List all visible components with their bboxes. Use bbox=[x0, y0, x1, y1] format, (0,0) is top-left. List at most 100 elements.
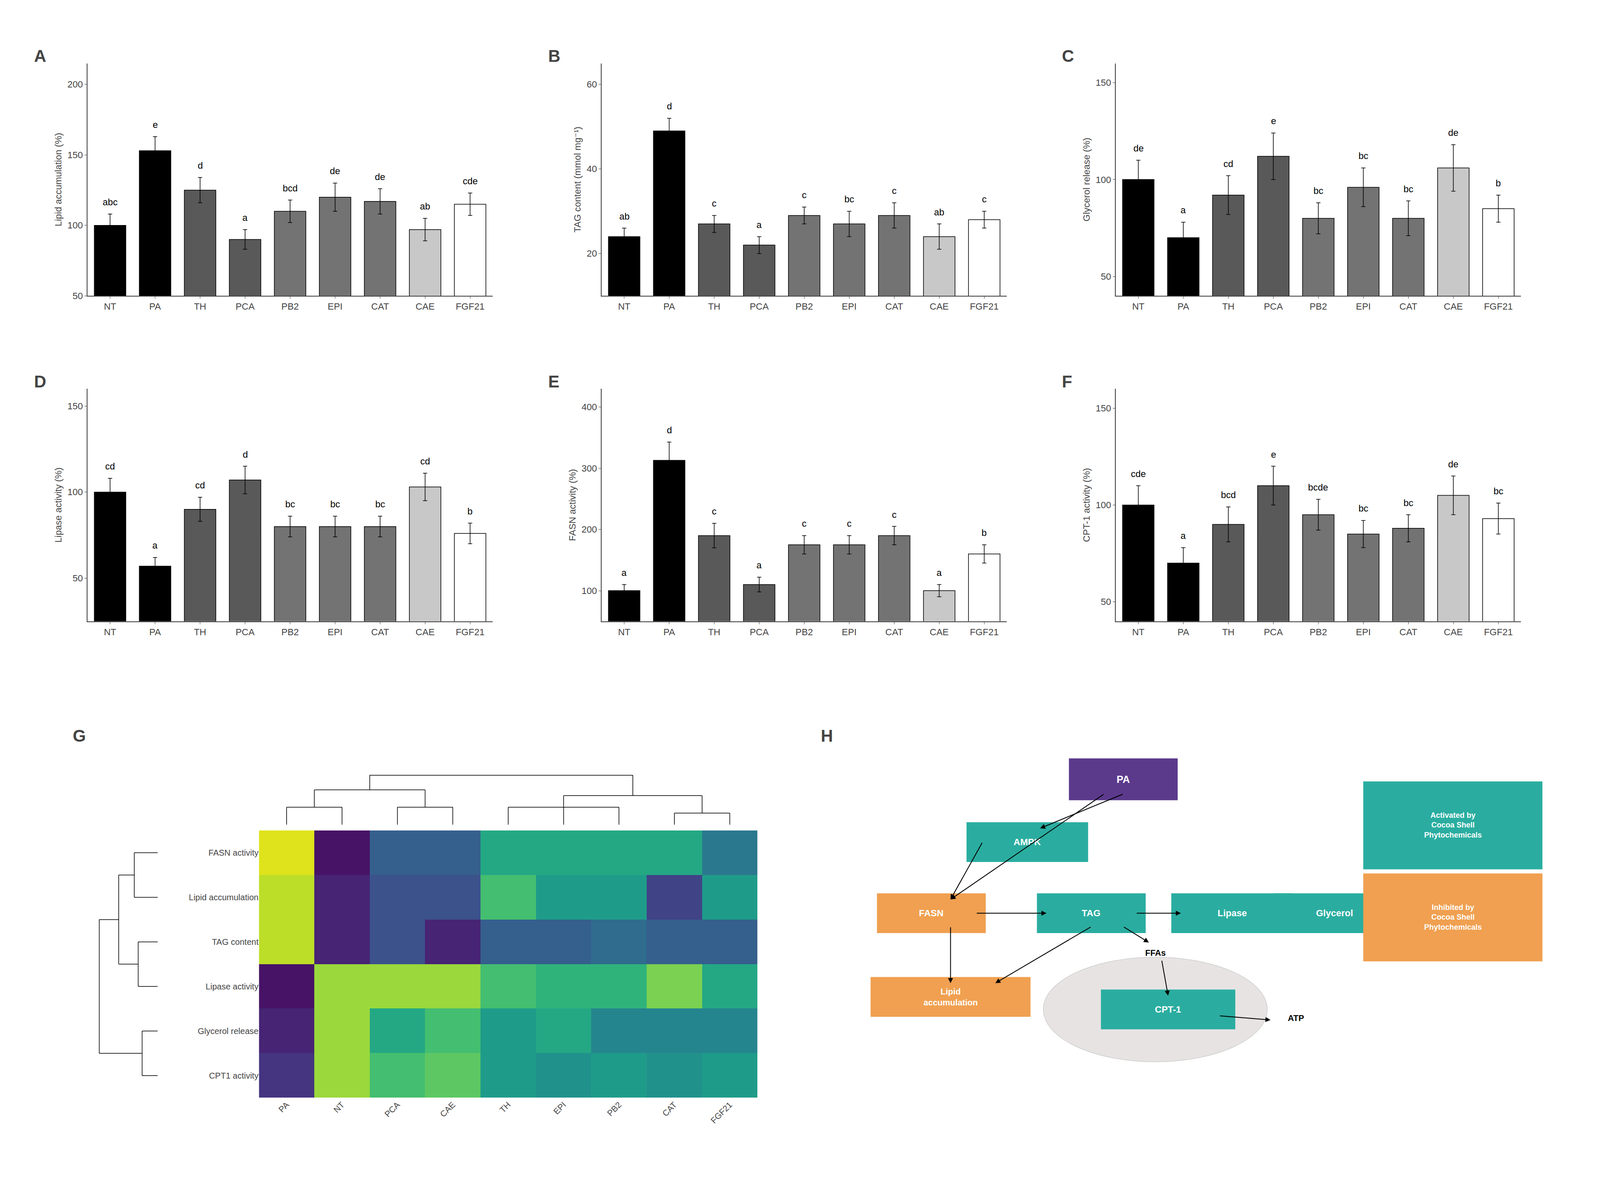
svg-text:PA: PA bbox=[276, 1099, 292, 1115]
svg-text:CPT1 activity: CPT1 activity bbox=[209, 1071, 259, 1081]
svg-text:c: c bbox=[711, 198, 717, 209]
svg-text:100: 100 bbox=[581, 585, 598, 597]
svg-text:bcd: bcd bbox=[1220, 489, 1236, 501]
svg-text:CAT: CAT bbox=[371, 301, 389, 312]
svg-text:PA: PA bbox=[149, 626, 162, 638]
svg-text:50: 50 bbox=[1100, 596, 1111, 608]
svg-text:D: D bbox=[34, 372, 47, 391]
svg-text:bc: bc bbox=[844, 193, 855, 205]
svg-text:EPI: EPI bbox=[841, 626, 857, 638]
svg-text:PA: PA bbox=[1177, 301, 1190, 312]
svg-text:CAT: CAT bbox=[660, 1100, 679, 1119]
svg-text:Glycerol release (%): Glycerol release (%) bbox=[1081, 137, 1092, 222]
svg-text:EPI: EPI bbox=[551, 1100, 568, 1117]
svg-text:ab: ab bbox=[619, 211, 630, 222]
svg-text:FASN activity: FASN activity bbox=[208, 848, 259, 858]
svg-text:50: 50 bbox=[72, 573, 83, 584]
svg-text:A: A bbox=[34, 46, 47, 66]
svg-text:Lipase activity: Lipase activity bbox=[205, 981, 259, 992]
svg-text:CPT-1: CPT-1 bbox=[1154, 1004, 1181, 1015]
svg-text:E: E bbox=[548, 372, 560, 391]
svg-text:TH: TH bbox=[708, 626, 721, 638]
svg-text:de: de bbox=[1133, 143, 1144, 154]
svg-text:PB2: PB2 bbox=[1309, 626, 1328, 638]
svg-text:CAT: CAT bbox=[1399, 301, 1417, 312]
svg-text:CPT-1 activity (%): CPT-1 activity (%) bbox=[1081, 467, 1092, 542]
svg-text:PCA: PCA bbox=[235, 301, 255, 312]
svg-text:100: 100 bbox=[67, 486, 83, 498]
svg-text:CAT: CAT bbox=[885, 626, 903, 638]
svg-text:CAE: CAE bbox=[1443, 301, 1463, 312]
svg-text:H: H bbox=[820, 726, 834, 746]
svg-text:a: a bbox=[242, 212, 248, 223]
svg-text:PA: PA bbox=[663, 301, 676, 312]
svg-text:NT: NT bbox=[618, 301, 631, 312]
svg-text:F: F bbox=[1061, 372, 1072, 391]
svg-text:EPI: EPI bbox=[1355, 626, 1371, 638]
svg-text:a: a bbox=[1180, 204, 1187, 216]
svg-text:bc: bc bbox=[1313, 185, 1324, 197]
svg-text:e: e bbox=[152, 119, 158, 131]
svg-text:FGF21: FGF21 bbox=[1483, 626, 1513, 638]
svg-text:a: a bbox=[936, 567, 942, 579]
svg-text:PCA: PCA bbox=[749, 301, 770, 312]
svg-text:de: de bbox=[329, 165, 340, 177]
svg-text:Lipid accumulation: Lipid accumulation bbox=[188, 892, 259, 903]
svg-text:bcde: bcde bbox=[1308, 482, 1329, 493]
svg-text:200: 200 bbox=[67, 79, 83, 90]
svg-text:Inhibited byCocoa ShellPhytoch: Inhibited byCocoa ShellPhytochemicals bbox=[1424, 903, 1482, 932]
svg-text:EPI: EPI bbox=[327, 301, 343, 312]
svg-text:TAG content: TAG content bbox=[212, 937, 259, 947]
svg-text:Lipidaccumulation: Lipidaccumulation bbox=[923, 987, 978, 1008]
svg-text:c: c bbox=[846, 518, 852, 529]
svg-text:bc: bc bbox=[1358, 150, 1369, 162]
svg-text:FGF21: FGF21 bbox=[969, 301, 999, 312]
svg-text:d: d bbox=[666, 100, 672, 112]
svg-text:TH: TH bbox=[708, 301, 721, 312]
svg-text:bc: bc bbox=[285, 498, 295, 510]
svg-text:PCA: PCA bbox=[382, 1099, 402, 1119]
svg-text:PB2: PB2 bbox=[1309, 301, 1328, 312]
svg-text:CAT: CAT bbox=[1399, 626, 1417, 638]
svg-text:PA: PA bbox=[1116, 773, 1131, 786]
svg-text:Activated byCocoa ShellPhytoch: Activated byCocoa ShellPhytochemicals bbox=[1424, 811, 1482, 840]
svg-text:a: a bbox=[152, 540, 158, 551]
svg-text:FGF21: FGF21 bbox=[455, 301, 485, 312]
svg-text:EPI: EPI bbox=[1355, 301, 1371, 312]
svg-text:a: a bbox=[756, 559, 762, 571]
svg-text:200: 200 bbox=[581, 524, 598, 535]
svg-text:TAG: TAG bbox=[1081, 907, 1101, 919]
svg-text:PB2: PB2 bbox=[795, 626, 814, 638]
svg-text:50: 50 bbox=[1100, 271, 1111, 282]
svg-text:a: a bbox=[621, 567, 627, 579]
svg-text:NT: NT bbox=[1132, 301, 1145, 312]
svg-text:bc: bc bbox=[1358, 503, 1369, 514]
svg-text:Lipase activity (%): Lipase activity (%) bbox=[53, 467, 64, 543]
svg-text:400: 400 bbox=[581, 401, 598, 413]
svg-text:FGF21: FGF21 bbox=[708, 1100, 735, 1126]
svg-text:G: G bbox=[72, 726, 86, 746]
svg-text:cde: cde bbox=[462, 175, 478, 187]
svg-text:ATP: ATP bbox=[1287, 1013, 1305, 1023]
svg-text:C: C bbox=[1061, 46, 1075, 66]
svg-text:b: b bbox=[467, 506, 473, 517]
svg-text:NT: NT bbox=[103, 301, 117, 312]
svg-text:CAE: CAE bbox=[1443, 626, 1463, 638]
svg-text:Lipid accumulation (%): Lipid accumulation (%) bbox=[53, 132, 64, 227]
svg-text:bc: bc bbox=[1403, 183, 1414, 195]
svg-text:TAG content (mmol mg⁻¹): TAG content (mmol mg⁻¹) bbox=[572, 126, 583, 233]
svg-text:c: c bbox=[891, 185, 897, 197]
svg-text:PA: PA bbox=[1177, 626, 1190, 638]
svg-text:d: d bbox=[666, 424, 672, 436]
svg-text:Glycerol release: Glycerol release bbox=[197, 1026, 259, 1036]
svg-text:EPI: EPI bbox=[327, 626, 343, 638]
svg-text:TH: TH bbox=[193, 301, 207, 312]
svg-text:e: e bbox=[1270, 115, 1277, 127]
svg-text:bc: bc bbox=[375, 498, 385, 510]
svg-text:TH: TH bbox=[1222, 626, 1235, 638]
svg-text:FGF21: FGF21 bbox=[455, 626, 485, 638]
svg-text:AMPK: AMPK bbox=[1013, 836, 1041, 848]
svg-text:PB2: PB2 bbox=[281, 626, 300, 638]
svg-text:150: 150 bbox=[1095, 403, 1112, 414]
svg-text:EPI: EPI bbox=[841, 301, 857, 312]
